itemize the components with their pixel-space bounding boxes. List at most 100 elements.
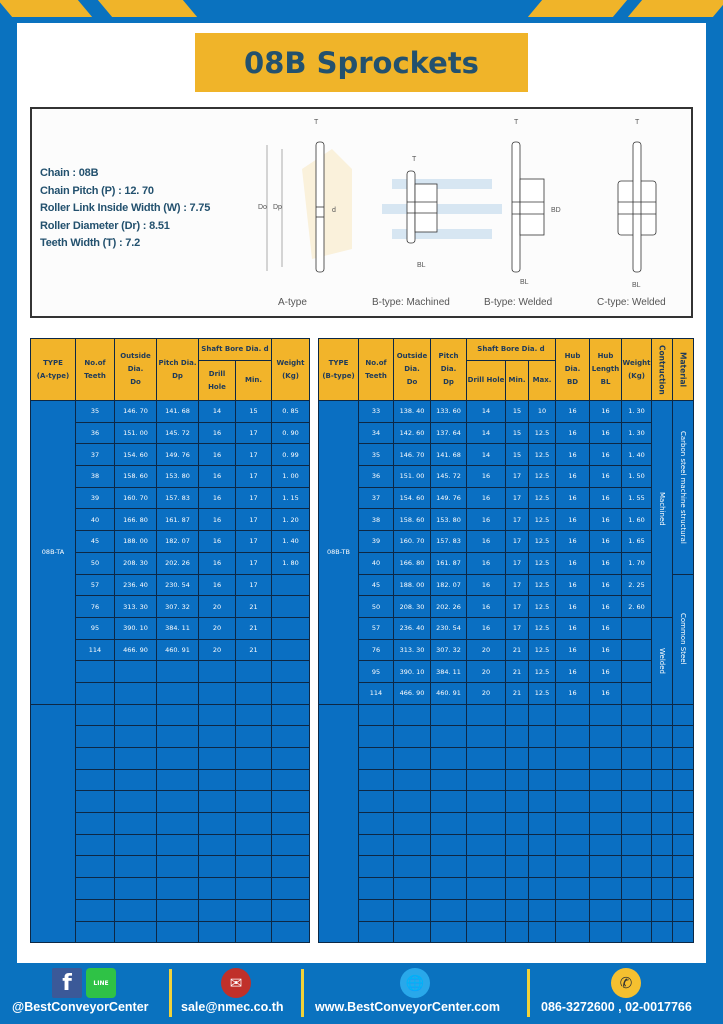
table-cell — [271, 790, 310, 814]
dim-label-dp: Dp — [273, 204, 282, 211]
table-cell: 38 — [75, 465, 115, 488]
table-cell: 34 — [358, 421, 394, 445]
social-handle[interactable]: @BestConveyorCenter — [12, 1000, 149, 1014]
table-cell: 12.5 — [527, 486, 557, 510]
table-cell: 16 — [466, 465, 506, 488]
material-cell — [672, 855, 695, 879]
table-row: 38 158. 60 153. 80 16 17 1. 00 — [31, 465, 310, 488]
table-cell: 161. 87 — [156, 508, 199, 532]
table-cell: 1. 30 — [621, 421, 653, 445]
table-cell — [589, 747, 623, 770]
table-cell — [393, 812, 431, 835]
footer: f LINE @BestConveyorCenter ✉ sale@nmec.c… — [0, 963, 723, 1024]
decor-stripe — [527, 0, 628, 17]
header-pitch-dia: Pitch Dia. Dp — [430, 338, 467, 401]
table-cell — [235, 725, 272, 748]
spec-chain: Chain : 08B — [40, 167, 99, 179]
table-cell: 154. 60 — [393, 486, 431, 510]
table-cell: 1. 20 — [271, 508, 310, 532]
table-cell — [114, 877, 157, 900]
table-cell — [75, 747, 115, 770]
table-cell — [505, 703, 529, 727]
table-cell — [589, 920, 623, 944]
table-row — [31, 660, 310, 683]
facebook-icon[interactable]: f — [52, 968, 82, 998]
table-cell — [198, 681, 236, 705]
decor-stripe — [97, 0, 198, 17]
table-cell: 208. 30 — [393, 595, 431, 618]
table-cell — [271, 660, 310, 683]
table-cell — [235, 747, 272, 770]
table-cell: 157. 83 — [430, 530, 467, 553]
table-cell — [235, 877, 272, 900]
table-cell: 35 — [358, 443, 394, 467]
table-row — [31, 790, 310, 814]
table-cell — [589, 790, 623, 814]
table-cell: 12.5 — [527, 551, 557, 575]
divider — [527, 969, 530, 1017]
phone-numbers[interactable]: 086-3272600 , 02-0017766 — [541, 1000, 692, 1014]
table-row — [30, 703, 310, 944]
construction-cell — [651, 725, 674, 748]
table-cell: 45 — [358, 573, 394, 597]
website-link[interactable]: www.BestConveyorCenter.com — [315, 1000, 501, 1014]
table-cell: 21 — [235, 616, 272, 640]
header-shaft-bore: Shaft Bore Dia. d — [465, 338, 557, 361]
caption-c-welded: C-type: Welded — [597, 297, 666, 308]
table-cell: 12.5 — [527, 660, 557, 683]
table-cell: 114 — [75, 638, 115, 662]
table-cell: 16 — [466, 486, 506, 510]
line-icon[interactable]: LINE — [86, 968, 116, 998]
table-row — [319, 855, 695, 879]
table-cell: 17 — [235, 530, 272, 553]
table-cell: 14 — [466, 400, 506, 423]
material-cell: Common Steel — [672, 573, 695, 705]
table-cell: 16 — [555, 573, 591, 597]
table-cell: 16 — [589, 421, 623, 445]
email-link[interactable]: sale@nmec.co.th — [181, 1000, 284, 1014]
table-cell: 50 — [75, 551, 115, 575]
type-cell: 08B-TA — [30, 400, 76, 705]
caption-b-machined: B-type: Machined — [372, 297, 450, 308]
table-cell — [466, 877, 506, 900]
table-cell: 16 — [466, 508, 506, 532]
table-cell — [430, 768, 467, 792]
table-cell — [358, 855, 394, 879]
table-cell — [358, 877, 394, 900]
header-min: Min. — [505, 360, 529, 401]
table-cell: 160. 70 — [393, 530, 431, 553]
table-cell: 151. 00 — [114, 421, 157, 445]
table-cell: 154. 60 — [114, 443, 157, 467]
table-cell — [393, 768, 431, 792]
spec-roller-diameter: Roller Diameter (Dr) : 8.51 — [40, 219, 170, 232]
table-cell: 16 — [589, 530, 623, 553]
table-row: 37 154. 60 149. 76 16 17 12.5 16 16 1. 55 — [319, 486, 694, 510]
table-cell — [114, 725, 157, 748]
table-cell — [358, 768, 394, 792]
table-cell — [505, 812, 529, 835]
table-cell: 157. 83 — [156, 486, 199, 510]
table-cell — [505, 855, 529, 879]
decor-stripe — [627, 0, 723, 17]
construction-cell — [651, 768, 674, 792]
dim-label-do: Do — [258, 204, 267, 211]
table-cell — [555, 920, 591, 944]
table-cell — [271, 877, 310, 900]
table-cell: 39 — [75, 486, 115, 510]
table-cell: 21 — [505, 681, 529, 705]
header-pitch-dia: Pitch Dia. Dp — [156, 338, 199, 401]
table-cell — [621, 747, 653, 770]
table-cell — [527, 920, 557, 944]
table-cell: 17 — [505, 616, 529, 640]
table-cell: 390. 10 — [393, 660, 431, 683]
table-cell: 39 — [358, 530, 394, 553]
table-cell — [198, 812, 236, 835]
table-cell — [621, 855, 653, 879]
table-cell — [75, 898, 115, 922]
table-cell — [393, 703, 431, 727]
table-cell: 21 — [505, 638, 529, 662]
table-row — [31, 877, 310, 900]
table-cell: 35 — [75, 400, 115, 423]
type-cell — [30, 703, 76, 944]
table-row — [319, 877, 695, 900]
